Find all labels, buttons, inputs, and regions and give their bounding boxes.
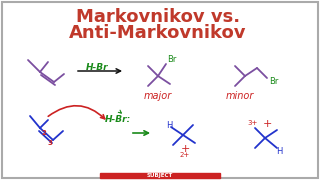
Text: Br: Br [167,55,176,64]
Text: 3: 3 [48,140,52,146]
Text: Br: Br [269,78,278,87]
Text: H: H [166,120,172,129]
Text: H: H [276,147,282,156]
Text: +: + [262,119,272,129]
Text: H-Br:: H-Br: [105,116,131,125]
Text: +: + [180,144,190,154]
Text: Markovnikov vs.: Markovnikov vs. [76,8,240,26]
Text: 2+: 2+ [180,152,190,158]
FancyArrowPatch shape [48,106,105,119]
Text: H-Br: H-Br [86,62,108,71]
Text: 3+: 3+ [248,120,258,126]
Text: Anti-Markovnikov: Anti-Markovnikov [69,24,247,42]
Text: minor: minor [226,91,254,101]
Bar [100,173,220,178]
Text: 2: 2 [42,130,46,136]
Text: SUBJECT: SUBJECT [147,173,173,178]
Text: major: major [144,91,172,101]
